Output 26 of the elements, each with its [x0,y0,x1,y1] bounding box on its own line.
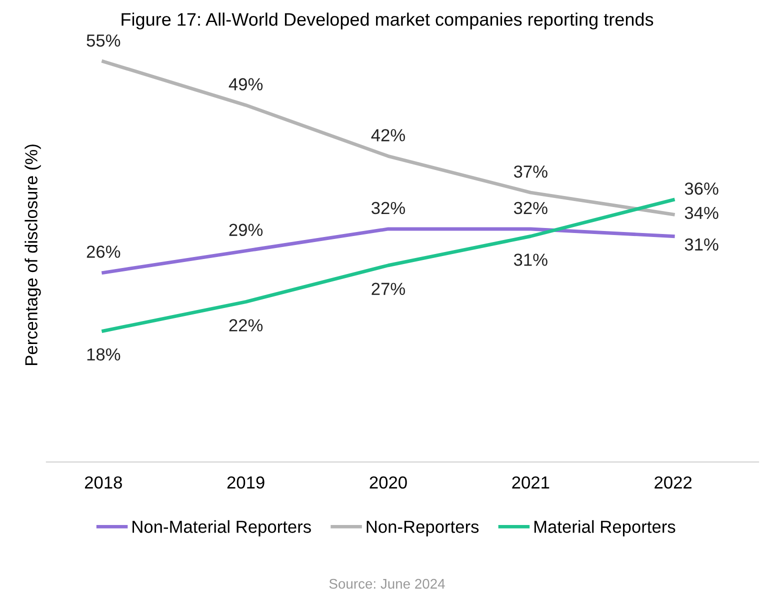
data-label: 18% [87,348,120,361]
data-label: 36% [684,182,718,195]
data-label: 22% [229,319,263,332]
legend-label: Non-Material Reporters [132,520,311,536]
data-label: 29% [229,224,263,236]
data-label: 32% [372,202,405,214]
data-label: 27% [372,282,405,295]
legend-label: Material Reporters [534,520,676,536]
data-label: 34% [684,206,718,220]
data-label: 31% [514,254,548,266]
data-label: 37% [514,165,548,178]
data-label: 26% [86,246,120,258]
x-tick-label: 2018 [84,476,122,489]
data-label: 42% [371,129,405,142]
legend-label: Non-Reporters [366,520,479,536]
x-tick-label: 2019 [227,476,264,489]
x-tick-label: 2020 [370,476,407,489]
chart-title: Figure 17: All-World Developed market companies reporting trends [122,12,654,30]
data-label: 55% [86,34,120,47]
x-tick-label: 2022 [654,476,692,489]
data-label: 32% [514,202,548,214]
x-tick-label: 2021 [512,476,550,489]
data-label: 49% [228,78,263,90]
y-axis-title: Percentage of disclosure (%) [24,144,41,366]
source-note: Source: June 2024 [329,578,445,589]
data-label: 31% [684,238,718,251]
